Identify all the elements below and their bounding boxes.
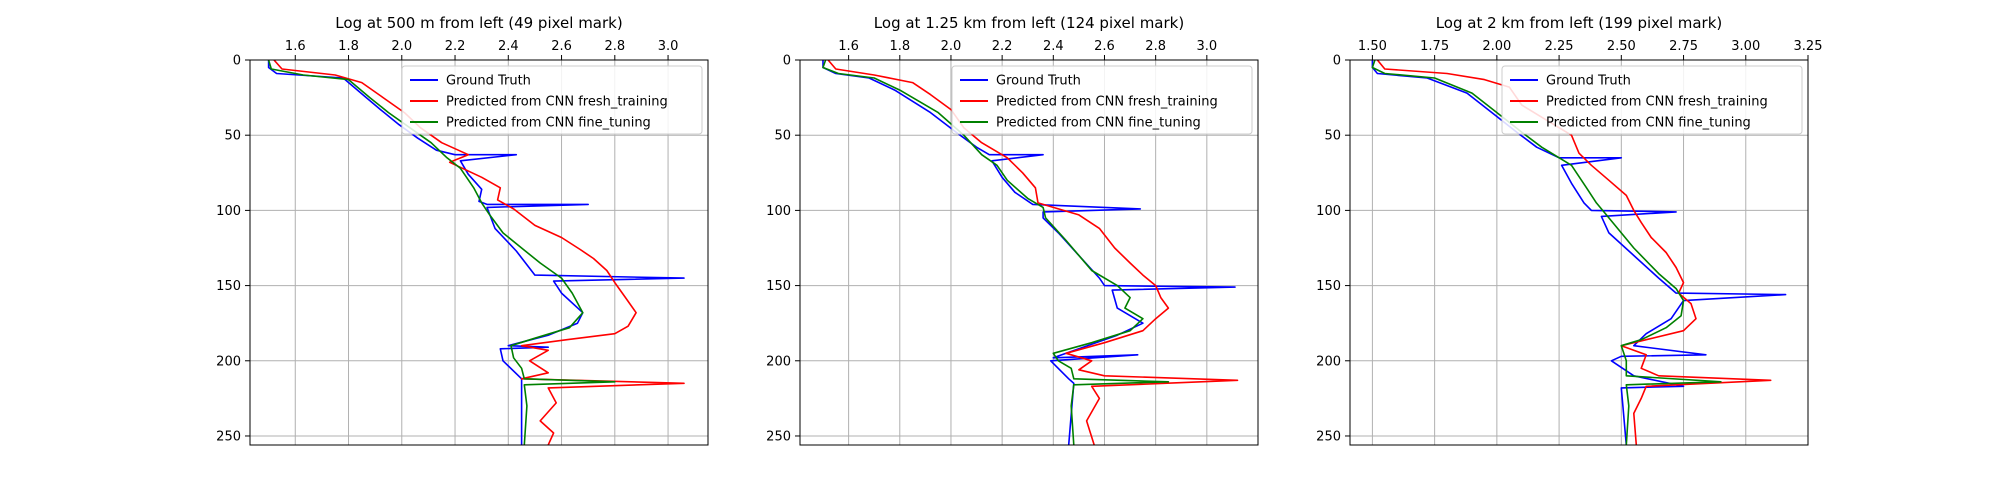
- series-line-ground-truth: [822, 60, 1236, 445]
- legend-frame: [401, 65, 703, 135]
- x-tick-label: 1.6: [838, 39, 859, 54]
- x-tick-label: 2.00: [1482, 39, 1511, 54]
- x-tick-label: 2.2: [445, 39, 466, 54]
- x-tick-label: 3.00: [1731, 39, 1760, 54]
- chart-panel-3: 1.50 1.75 2.00 2.25 2.50 2.75 3.00 3.25 0 50 100 15…: [1316, 14, 1823, 446]
- x-tick-label: 2.50: [1607, 39, 1636, 54]
- chart-title: Log at 500 m from left (49 pixel mark): [335, 14, 622, 32]
- chart-title: Log at 1.25 km from left (124 pixel mark…: [874, 14, 1184, 32]
- legend-entry-label: Ground Truth: [1546, 74, 1631, 89]
- y-tick-label: 100: [1316, 204, 1341, 219]
- x-tick-label: 1.8: [889, 39, 910, 54]
- y-tick-label: 50: [224, 129, 241, 144]
- legend-entry-label: Predicted from CNN fresh_training: [446, 95, 668, 110]
- series-line-fine-tuning: [267, 60, 616, 445]
- y-tick-label: 100: [766, 204, 791, 219]
- y-tick-label: 50: [1324, 129, 1341, 144]
- legend: Ground Truth Predicted from CNN fresh_tra…: [951, 65, 1253, 135]
- x-tick-label: 2.75: [1669, 39, 1698, 54]
- x-tick-label: 3.25: [1794, 39, 1823, 54]
- series-line-fine-tuning: [1371, 60, 1722, 445]
- x-tick-label: 2.4: [1043, 39, 1064, 54]
- series-line-ground-truth: [1371, 60, 1787, 445]
- chart-panel-1: 1.6 1.8 2.0 2.2 2.4 2.6 2.8 3.0 0 50 100 150 200 250 L…: [216, 14, 709, 446]
- y-tick-label: 250: [216, 429, 241, 444]
- series-line-fine-tuning: [822, 60, 1170, 445]
- x-tick-label: 1.8: [338, 39, 359, 54]
- chart-title: Log at 2 km from left (199 pixel mark): [1436, 14, 1723, 32]
- y-tick-label: 0: [1333, 54, 1341, 69]
- x-tick-label: 2.25: [1545, 39, 1574, 54]
- plot-frame: [1349, 59, 1809, 446]
- y-tick-label: 150: [216, 279, 241, 294]
- legend-entry-label: Predicted from CNN fresh_training: [1546, 95, 1768, 110]
- legend-entry-label: Predicted from CNN fresh_training: [996, 95, 1218, 110]
- x-tick-label: 2.2: [992, 39, 1013, 54]
- legend-entry-label: Predicted from CNN fine_tuning: [996, 116, 1201, 131]
- y-tick-label: 200: [216, 354, 241, 369]
- legend: Ground Truth Predicted from CNN fresh_tra…: [1501, 65, 1803, 135]
- legend-frame: [951, 65, 1253, 135]
- y-tick-label: 200: [1316, 354, 1341, 369]
- y-tick-label: 50: [774, 129, 791, 144]
- x-tick-label: 2.6: [551, 39, 572, 54]
- x-tick-label: 1.6: [285, 39, 306, 54]
- legend-entry-label: Ground Truth: [996, 74, 1081, 89]
- y-tick-label: 150: [1316, 279, 1341, 294]
- x-tick-label: 2.0: [391, 39, 412, 54]
- y-tick-label: 0: [783, 54, 791, 69]
- y-tick-label: 150: [766, 279, 791, 294]
- y-tick-label: 0: [233, 54, 241, 69]
- legend-frame: [1501, 65, 1803, 135]
- y-tick-label: 100: [216, 204, 241, 219]
- x-tick-label: 2.8: [1145, 39, 1166, 54]
- plot-frame: [249, 59, 709, 446]
- x-tick-label: 2.0: [941, 39, 962, 54]
- plot-frame: [799, 59, 1259, 446]
- chart-panel-2: 1.6 1.8 2.0 2.2 2.4 2.6 2.8 3.0 0 50 100 150 200 250 L…: [766, 14, 1259, 446]
- x-tick-label: 1.50: [1358, 39, 1387, 54]
- y-tick-label: 250: [1316, 429, 1341, 444]
- legend-entry-label: Ground Truth: [446, 74, 531, 89]
- x-tick-label: 1.75: [1420, 39, 1449, 54]
- x-tick-label: 2.6: [1094, 39, 1115, 54]
- x-tick-label: 2.8: [604, 39, 625, 54]
- y-tick-label: 200: [766, 354, 791, 369]
- x-tick-label: 3.0: [1196, 39, 1217, 54]
- x-tick-label: 2.4: [498, 39, 519, 54]
- legend: Ground Truth Predicted from CNN fresh_tra…: [401, 65, 703, 135]
- legend-entry-label: Predicted from CNN fine_tuning: [446, 116, 651, 131]
- y-tick-label: 250: [766, 429, 791, 444]
- x-tick-label: 3.0: [658, 39, 679, 54]
- legend-entry-label: Predicted from CNN fine_tuning: [1546, 116, 1751, 131]
